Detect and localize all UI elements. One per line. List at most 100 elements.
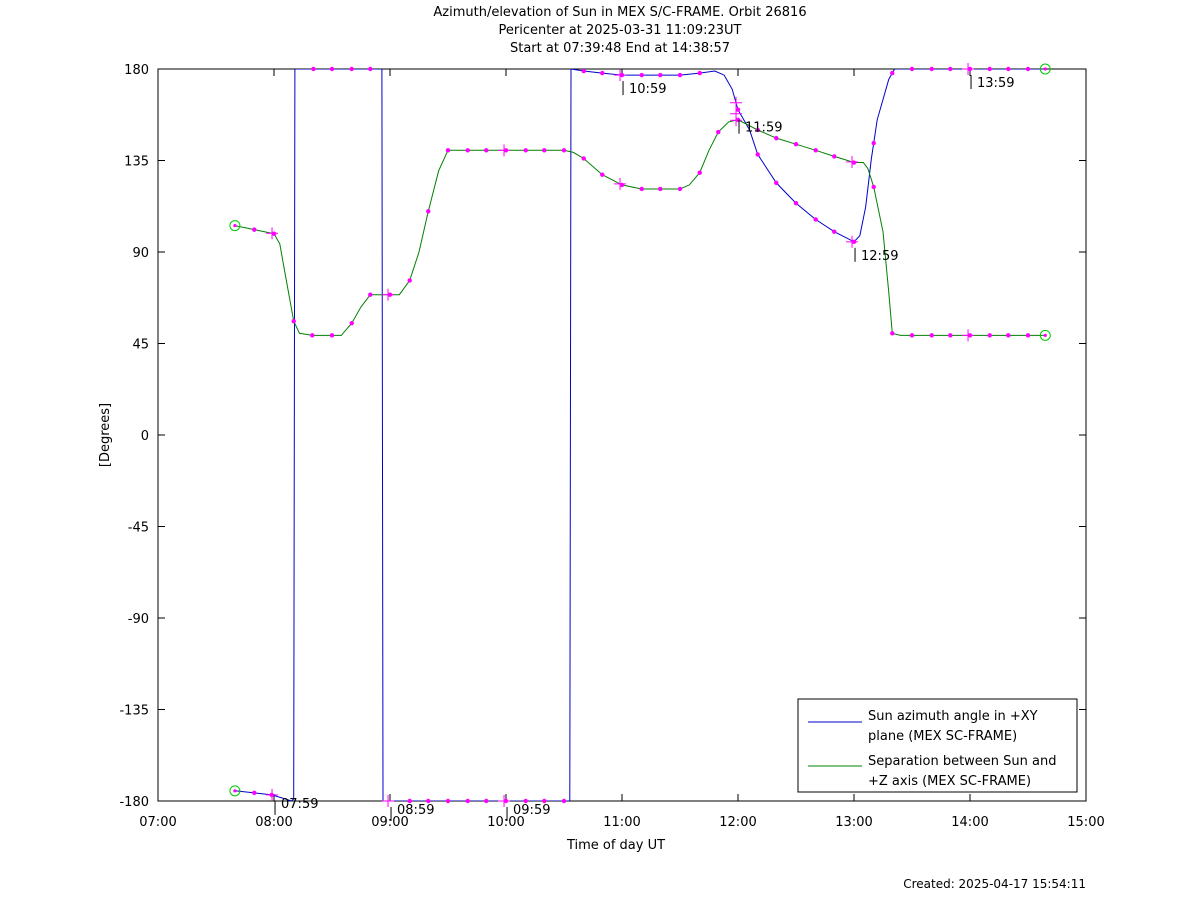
y-tick-label: -45 [128, 521, 149, 536]
marker-separation [697, 170, 702, 175]
x-tick-label: 09:00 [371, 815, 408, 830]
marker-azimuth [987, 66, 992, 72]
x-axis-label: Time of day UT [566, 838, 665, 853]
marker-separation [561, 148, 567, 153]
marker-separation [813, 148, 818, 153]
legend: Sun azimuth angle in +XY plane (MEX SC-F… [797, 698, 1078, 793]
y-tick-label: 0 [141, 429, 149, 444]
legend-label-separation-line-2: +Z axis (MEX SC-FRAME) [868, 774, 1031, 789]
hour-mark-label: 11:59 [745, 121, 782, 136]
chart-title-line-2: Pericenter at 2025-03-31 11:09:23UT [498, 23, 742, 38]
marker-azimuth [948, 66, 953, 72]
marker-azimuth [871, 140, 876, 146]
legend-label-azimuth-line-1: Sun azimuth angle in +XY [868, 709, 1038, 724]
marker-azimuth [252, 790, 257, 796]
y-tick-label: 180 [124, 63, 149, 78]
marker-azimuth [909, 66, 915, 72]
marker-azimuth [793, 201, 799, 206]
hour-mark-label: 13:59 [977, 76, 1014, 91]
endpoint-dot [1043, 67, 1047, 71]
marker-azimuth [697, 70, 702, 76]
marker-separation [426, 209, 431, 214]
marker-azimuth [677, 72, 683, 78]
hour-mark-label: 09:59 [513, 803, 550, 818]
marker-azimuth [329, 66, 335, 72]
marker-azimuth [813, 217, 818, 222]
marker-azimuth [349, 66, 354, 72]
marker-azimuth [311, 66, 316, 72]
marker-separation [600, 172, 605, 177]
marker-separation [349, 320, 354, 326]
marker-azimuth [774, 180, 779, 186]
legend-label-separation-line-1: Separation between Sun and [868, 754, 1056, 769]
marker-azimuth [445, 798, 451, 804]
marker-separation [1025, 333, 1031, 338]
hour-mark-label: 12:59 [861, 249, 898, 264]
x-tick-label: 13:00 [835, 815, 872, 830]
hour-mark-label: 08:59 [397, 803, 434, 818]
marker-separation [523, 148, 528, 153]
y-tick-label: -180 [119, 795, 149, 810]
hour-mark-label: 07:59 [281, 797, 318, 812]
marker-separation [407, 278, 412, 283]
marker-separation [793, 142, 799, 147]
endpoint-marker [229, 220, 241, 232]
marker-separation [987, 333, 992, 338]
y-tick-label: 90 [132, 246, 149, 261]
chart-title-line-3: Start at 07:39:48 End at 14:38:57 [509, 41, 731, 56]
marker-azimuth [426, 798, 431, 804]
endpoint-dot [233, 789, 237, 793]
marker-separation [1006, 333, 1011, 338]
marker-separation [329, 333, 335, 338]
marker-azimuth [658, 72, 663, 78]
marker-azimuth [561, 798, 567, 804]
x-tick-label: 14:00 [951, 815, 988, 830]
marker-separation [716, 129, 721, 135]
marker-separation [252, 227, 257, 232]
marker-azimuth [368, 66, 373, 72]
endpoint-marker [1039, 63, 1051, 75]
marker-separation [677, 186, 683, 192]
marker-separation [310, 333, 315, 338]
marker-separation [465, 148, 470, 153]
marker-separation [658, 186, 663, 192]
marker-separation [948, 333, 953, 338]
marker-azimuth [465, 798, 470, 804]
endpoint-marker [229, 785, 241, 797]
endpoint-dot [1043, 333, 1047, 337]
x-tick-label: 11:00 [603, 815, 640, 830]
marker-azimuth [1006, 66, 1011, 72]
marker-separation [755, 127, 760, 133]
marker-separation [542, 148, 547, 153]
x-tick-label: 08:00 [255, 815, 292, 830]
marker-azimuth [581, 68, 586, 74]
marker-separation [581, 156, 586, 161]
marker-azimuth [832, 229, 837, 234]
y-tick-label: -135 [119, 704, 149, 719]
marker-separation [368, 292, 373, 297]
y-tick-label: -90 [128, 612, 149, 627]
series-line-separation [234, 119, 1046, 336]
endpoint-dot [233, 223, 237, 228]
marker-separation [871, 184, 876, 190]
marker-separation [774, 135, 779, 141]
marker-azimuth [735, 107, 741, 112]
y-tick-label: 135 [124, 155, 149, 170]
marker-azimuth [407, 798, 412, 804]
plot-frame [157, 68, 1087, 802]
marker-separation [929, 333, 934, 338]
marker-azimuth [600, 70, 605, 76]
marker-separation [639, 186, 644, 192]
marker-azimuth [890, 70, 895, 76]
marker-azimuth [1025, 66, 1031, 72]
created-timestamp: Created: 2025-04-17 15:54:11 [903, 877, 1086, 891]
x-tick-label: 07:00 [139, 815, 176, 830]
legend-label-azimuth-line-2: plane (MEX SC-FRAME) [868, 729, 1017, 744]
marker-separation [832, 154, 837, 159]
marker-separation [445, 148, 451, 153]
marker-separation [909, 333, 915, 338]
marker-azimuth [542, 798, 547, 804]
marker-azimuth [929, 66, 934, 72]
series-line-azimuth [234, 69, 1046, 801]
